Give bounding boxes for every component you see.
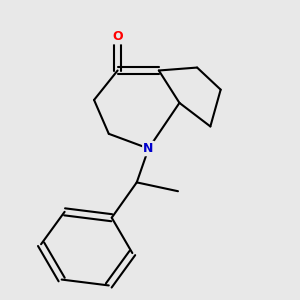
Text: N: N [143,142,154,155]
Text: O: O [112,30,123,43]
